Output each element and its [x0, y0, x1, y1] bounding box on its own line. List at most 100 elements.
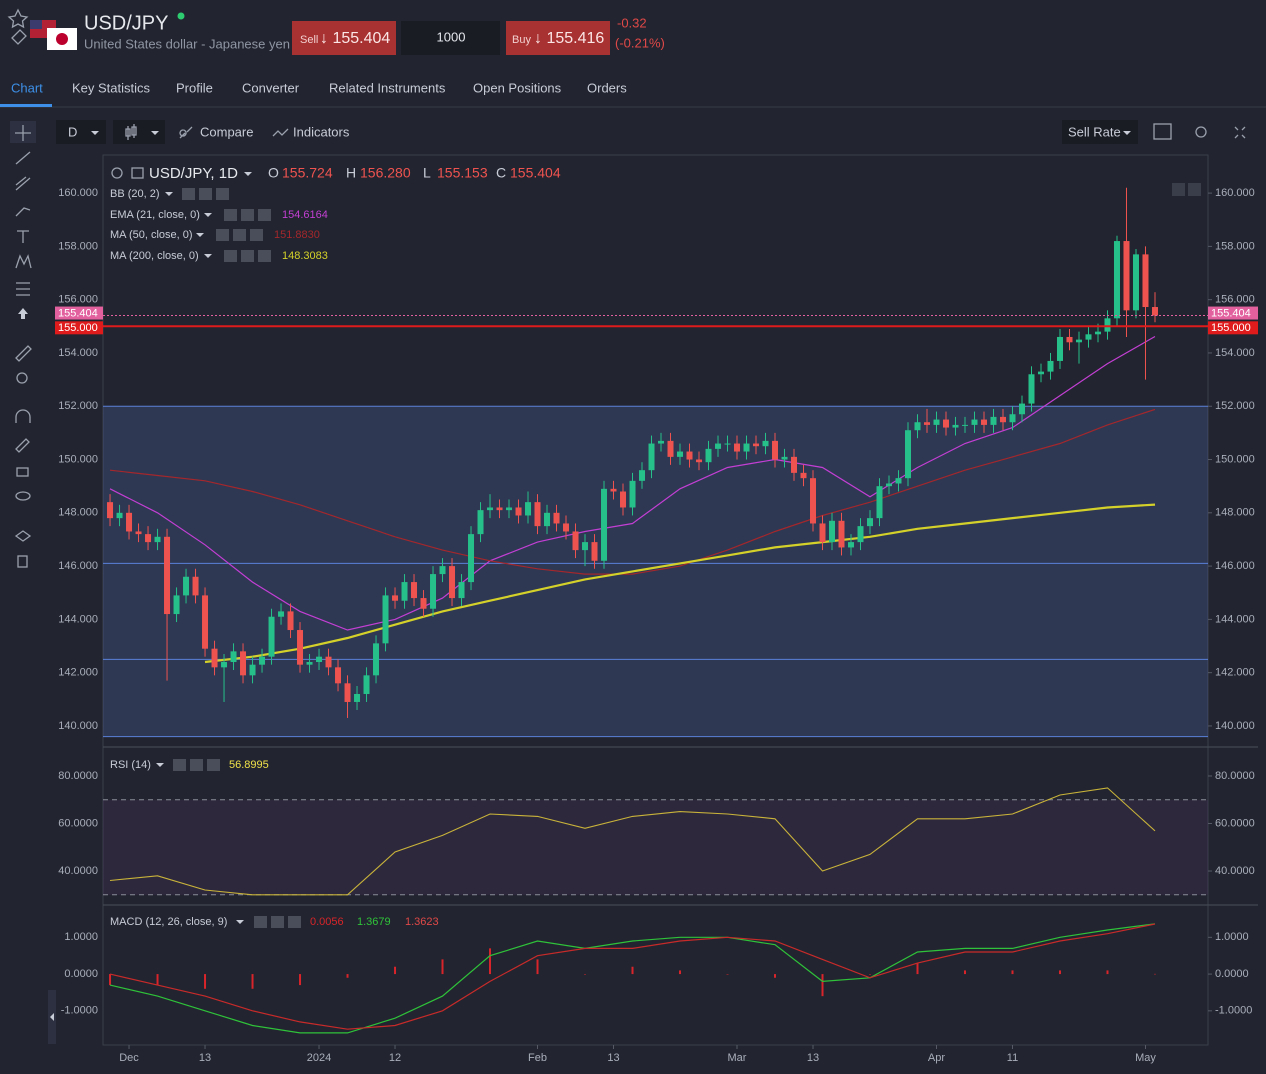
tool-magnet[interactable]: [15, 409, 31, 423]
histogram-bar: [441, 959, 444, 975]
tool-measure[interactable]: [15, 345, 32, 362]
y-tick-label: 150.000: [58, 453, 98, 465]
y-tick-label: 144.000: [58, 613, 98, 625]
candle-body: [648, 443, 655, 471]
candle-body: [1085, 334, 1092, 340]
tool-fib[interactable]: [16, 282, 30, 296]
candle-body: [107, 502, 114, 519]
settings-button[interactable]: [1195, 126, 1207, 138]
legend-icon[interactable]: [258, 209, 271, 221]
candle-body: [800, 472, 807, 479]
sell-label: Sell: [300, 34, 318, 46]
legend-icon[interactable]: [199, 188, 212, 200]
candle-body: [420, 598, 427, 609]
sell-price: ↓ 155.404: [320, 30, 390, 47]
legend-collapse[interactable]: [111, 167, 123, 179]
histogram-bar: [869, 974, 872, 975]
tab[interactable]: Chart: [11, 80, 43, 95]
legend-icon[interactable]: [173, 759, 186, 771]
tool-lock[interactable]: [16, 467, 29, 477]
price-tag: [1208, 321, 1258, 335]
indicators-button[interactable]: Indicators: [293, 124, 350, 139]
candle-body: [933, 419, 940, 425]
tab[interactable]: Related Instruments: [329, 80, 446, 95]
legend-toggle[interactable]: [131, 167, 144, 179]
candle-body: [297, 630, 304, 665]
y-tick-label: 148.000: [58, 507, 98, 519]
buy-button[interactable]: [506, 21, 610, 55]
band-fill: [103, 406, 1208, 737]
candle-body: [287, 611, 294, 631]
favorite-icon[interactable]: [7, 8, 29, 29]
alert-icon[interactable]: [11, 29, 27, 45]
legend-icon[interactable]: [258, 250, 271, 262]
legend-icon[interactable]: [216, 188, 229, 200]
legend-icon[interactable]: [241, 250, 254, 262]
legend-icon[interactable]: [182, 188, 195, 200]
tool-pitchfork[interactable]: [15, 207, 31, 217]
legend-icon[interactable]: [224, 250, 237, 262]
symbol: USD/JPY: [84, 12, 168, 34]
pane-button[interactable]: [1172, 183, 1185, 196]
candle-body: [230, 651, 237, 663]
candle-body: [629, 480, 636, 508]
legend-icon[interactable]: [190, 759, 203, 771]
tool-zoom[interactable]: [16, 372, 28, 384]
change-percent: (-0.21%): [615, 35, 665, 50]
indicator-name: MACD (12, 26, close, 9): [110, 916, 227, 928]
histogram-bar: [1153, 973, 1156, 975]
y-tick-label: 146.000: [1215, 560, 1255, 572]
tab[interactable]: Open Positions: [473, 80, 562, 95]
compare-button[interactable]: Compare: [200, 124, 253, 139]
candle-body: [1151, 307, 1158, 316]
tab[interactable]: Key Statistics: [72, 80, 151, 95]
y-tick-label: 60.0000: [1215, 817, 1255, 829]
interval-select[interactable]: [56, 120, 106, 144]
legend-icon[interactable]: [254, 916, 267, 928]
y-tick-label: 148.000: [1215, 507, 1255, 519]
tool-text[interactable]: [17, 230, 29, 243]
legend-icon[interactable]: [207, 759, 220, 771]
candle-body: [1104, 318, 1111, 332]
plot-frame: [102, 154, 1209, 1046]
fullscreen-button[interactable]: [1234, 126, 1246, 139]
indicator-name: MA (200, close, 0): [110, 250, 199, 262]
indicator-name: MA (50, close, 0): [110, 229, 193, 241]
tool-delete[interactable]: [17, 555, 28, 568]
tool-channel[interactable]: [15, 176, 31, 191]
candle-body: [867, 518, 874, 527]
tool-layers[interactable]: [14, 530, 32, 542]
legend-icon[interactable]: [250, 229, 263, 241]
candle-body: [192, 576, 199, 596]
flag-us-canton: [30, 20, 42, 29]
tab[interactable]: Profile: [176, 80, 213, 95]
sell-button[interactable]: [292, 21, 396, 55]
legend-icon[interactable]: [224, 209, 237, 221]
y-tick-label: 40.0000: [58, 865, 98, 877]
histogram-bar: [251, 974, 254, 989]
candle-body: [135, 531, 142, 535]
legend-icon[interactable]: [271, 916, 284, 928]
candle-body: [259, 656, 266, 665]
tool-visibility[interactable]: [15, 491, 31, 501]
legend-icon[interactable]: [233, 229, 246, 241]
tab[interactable]: Converter: [242, 80, 300, 95]
quantity: 1000: [437, 29, 466, 44]
tool-brush[interactable]: [15, 438, 30, 453]
pane-button[interactable]: [1188, 183, 1201, 196]
candle-body: [563, 523, 570, 532]
tool-pattern[interactable]: [15, 254, 32, 269]
tool-line[interactable]: [15, 151, 31, 165]
price-tag-label: 155.000: [1211, 322, 1251, 334]
legend-icon[interactable]: [241, 209, 254, 221]
quantity-input[interactable]: [401, 21, 500, 55]
ohlc-label: H: [346, 165, 356, 181]
candle-body: [373, 643, 380, 676]
histogram-bar: [631, 966, 634, 975]
tab[interactable]: Orders: [587, 80, 627, 95]
screenshot-button[interactable]: [1153, 123, 1172, 140]
tool-arrow[interactable]: [18, 308, 28, 319]
histogram-bar: [109, 974, 112, 986]
legend-icon[interactable]: [288, 916, 301, 928]
legend-icon[interactable]: [216, 229, 229, 241]
